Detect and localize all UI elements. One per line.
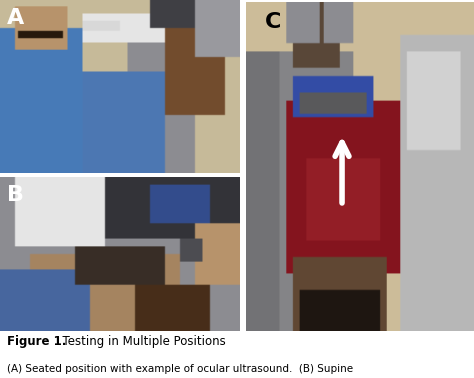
Text: B: B — [7, 184, 24, 204]
Text: Figure 1.: Figure 1. — [7, 336, 66, 349]
Text: (A) Seated position with example of ocular ultrasound.  (B) Supine: (A) Seated position with example of ocul… — [7, 364, 353, 374]
Text: A: A — [7, 8, 25, 28]
Text: Testing in Multiple Positions: Testing in Multiple Positions — [55, 336, 225, 349]
Text: C: C — [264, 12, 281, 32]
